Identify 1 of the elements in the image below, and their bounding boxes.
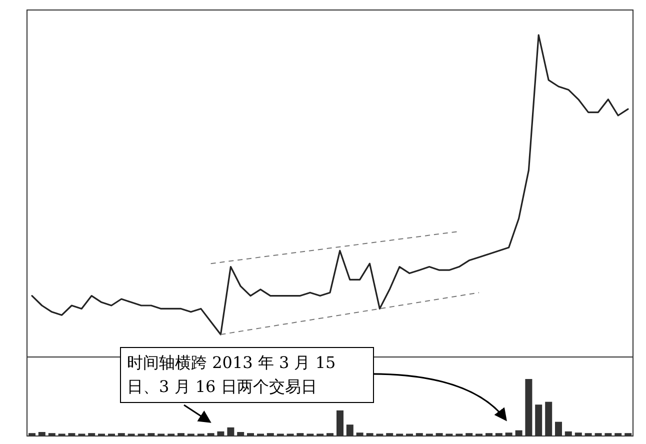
annotation: 时间轴横跨 2013 年 3 月 15 日、3 月 16 日两个交易日 xyxy=(120,347,374,403)
